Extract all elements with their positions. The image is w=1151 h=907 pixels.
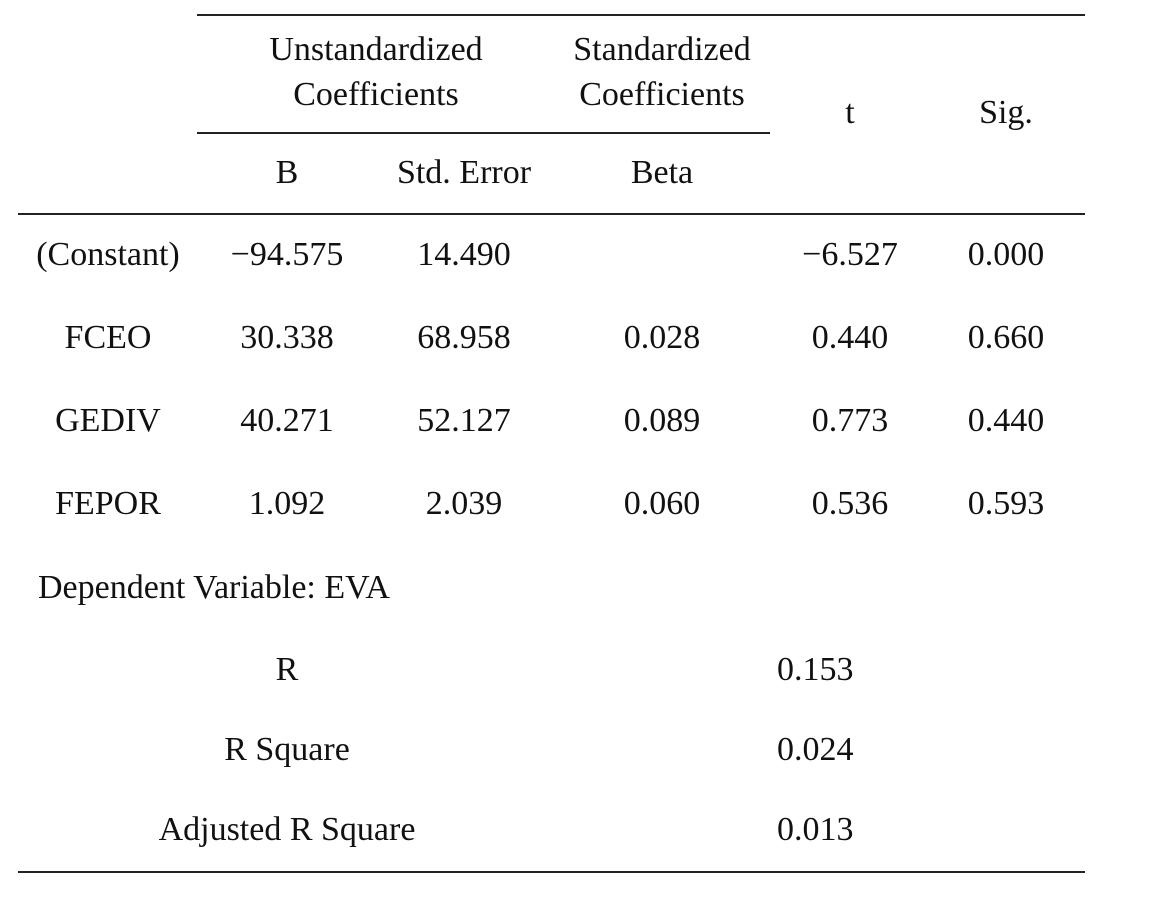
group-header: Coefficients: [579, 76, 745, 113]
summary-label: R: [276, 651, 299, 688]
cell: 0.773: [812, 402, 889, 439]
row-label: FEPOR: [55, 485, 161, 522]
note: Dependent Variable: EVA: [38, 569, 390, 606]
cell: 68.958: [417, 319, 511, 356]
row-label: GEDIV: [55, 402, 161, 439]
row-label: FCEO: [65, 319, 152, 356]
subcolumn-header: Beta: [631, 154, 693, 191]
cell: 0.089: [624, 402, 701, 439]
subcolumn-header: B: [276, 154, 299, 191]
row-label: (Constant): [36, 236, 180, 273]
cell: 0.440: [968, 402, 1045, 439]
header-t: t: [845, 94, 855, 131]
cell: 14.490: [417, 236, 511, 273]
summary-value: 0.013: [777, 811, 854, 848]
group-header: Coefficients: [293, 76, 459, 113]
subcolumn-header: Std. Error: [397, 154, 532, 191]
cell: 40.271: [240, 402, 334, 439]
cell: 0.593: [968, 485, 1045, 522]
cell: 52.127: [417, 402, 511, 439]
cell: 0.536: [812, 485, 889, 522]
cell: 30.338: [240, 319, 334, 356]
group-header: Unstandardized: [269, 31, 482, 68]
summary-label: R Square: [224, 731, 350, 768]
cell: 2.039: [426, 485, 503, 522]
cell: 1.092: [249, 485, 326, 522]
cell: 0.000: [968, 236, 1045, 273]
cell: −6.527: [802, 236, 898, 273]
summary-value: 0.153: [777, 651, 854, 688]
cell: 0.060: [624, 485, 701, 522]
summary-label: Adjusted R Square: [159, 811, 416, 848]
group-header: Standardized: [573, 31, 751, 68]
cell: 0.660: [968, 319, 1045, 356]
summary-value: 0.024: [777, 731, 854, 768]
cell: 0.028: [624, 319, 701, 356]
cell: −94.575: [231, 236, 344, 273]
header-sig: Sig.: [979, 94, 1033, 131]
cell: 0.440: [812, 319, 889, 356]
